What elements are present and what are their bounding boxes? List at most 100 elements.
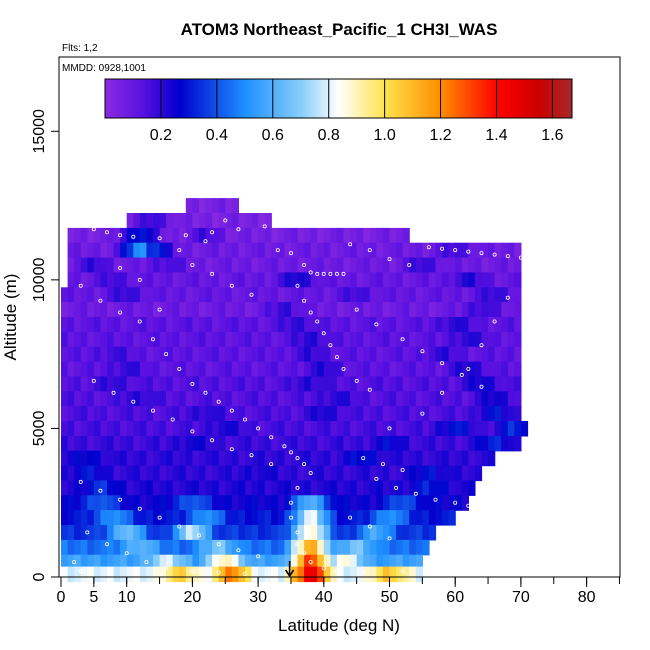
heatmap-cell <box>402 242 410 259</box>
heatmap-cell <box>225 539 233 556</box>
heatmap-cell <box>245 450 253 467</box>
heatmap-cell <box>297 435 305 452</box>
heatmap-cell <box>501 302 509 318</box>
heatmap-cell <box>277 450 285 467</box>
heatmap-cell <box>251 495 259 511</box>
heatmap-cell <box>74 510 82 526</box>
heatmap-cell <box>113 539 121 556</box>
heatmap-cell <box>120 242 128 259</box>
heatmap-cell <box>192 391 200 407</box>
sample-point <box>190 429 195 434</box>
heatmap-cell <box>435 495 443 511</box>
heatmap-cell <box>87 227 95 244</box>
heatmap-cell <box>100 566 108 583</box>
heatmap-cell <box>139 361 147 378</box>
heatmap-cell <box>120 361 128 378</box>
heatmap-cell <box>251 525 259 541</box>
heatmap-cell <box>336 287 345 303</box>
heatmap-cell <box>245 317 253 333</box>
heatmap-cell <box>153 361 161 378</box>
heatmap-cell <box>291 566 299 583</box>
sample-point <box>302 298 307 303</box>
sample-point <box>321 331 326 336</box>
heatmap-cell <box>442 317 450 333</box>
heatmap-cell <box>415 465 423 482</box>
heatmap-cell <box>192 198 200 214</box>
heatmap-cell <box>507 361 515 378</box>
heatmap-cell <box>133 331 141 348</box>
heatmap-cell <box>159 227 167 244</box>
heatmap-cell <box>455 317 463 333</box>
heatmap-cell <box>376 361 384 378</box>
heatmap-cell <box>133 376 141 392</box>
heatmap-cell <box>488 331 496 348</box>
heatmap-cell <box>212 465 220 482</box>
heatmap-cell <box>396 361 404 378</box>
heatmap-cell <box>185 406 193 422</box>
heatmap-cell <box>126 435 134 452</box>
heatmap-cell <box>468 450 476 467</box>
heatmap-cell <box>474 465 483 482</box>
sample-point <box>216 399 221 404</box>
heatmap-cell <box>376 450 384 467</box>
heatmap-cell <box>133 272 141 288</box>
heatmap-cell <box>166 435 174 452</box>
heatmap-cell <box>356 361 364 378</box>
heatmap-cell <box>428 465 437 482</box>
sample-point <box>354 378 359 383</box>
heatmap-cell <box>468 317 476 333</box>
heatmap-cell <box>376 566 384 583</box>
heatmap-cell <box>468 242 476 259</box>
heatmap-cell <box>238 272 246 288</box>
heatmap-cell <box>179 435 187 452</box>
heatmap-cell <box>159 539 167 556</box>
heatmap-cell <box>126 242 134 259</box>
heatmap-cell <box>172 391 180 407</box>
heatmap-cell <box>402 525 410 541</box>
heatmap-cell <box>442 346 450 363</box>
heatmap-cell <box>396 554 404 571</box>
heatmap-cell <box>494 421 502 437</box>
heatmap-cell <box>153 406 161 422</box>
heatmap-cell <box>330 227 338 244</box>
heatmap-cell <box>212 495 220 511</box>
heatmap-cell <box>369 421 377 437</box>
heatmap-cell <box>422 302 430 318</box>
sample-point <box>256 426 261 431</box>
heatmap-cell <box>225 242 233 259</box>
heatmap-cell <box>481 242 489 259</box>
heatmap-cell <box>126 554 134 571</box>
heatmap-cell <box>139 391 147 407</box>
heatmap-cell <box>435 287 443 303</box>
heatmap-cell <box>238 566 246 583</box>
colorbar-tick-label: 0.4 <box>206 127 228 144</box>
sample-point <box>400 337 405 342</box>
heatmap-cell <box>245 406 253 422</box>
heatmap-cell <box>179 525 187 541</box>
heatmap-cell <box>422 317 430 333</box>
heatmap-cell <box>310 465 318 482</box>
heatmap-cell <box>218 346 226 363</box>
sample-point <box>453 500 458 505</box>
heatmap-cell <box>218 272 226 288</box>
heatmap-cell <box>153 213 161 229</box>
heatmap-cell <box>350 302 358 318</box>
heatmap-cell <box>264 302 272 318</box>
heatmap-cell <box>323 480 331 496</box>
heatmap-cell <box>415 361 423 378</box>
heatmap-cell <box>507 272 515 288</box>
heatmap-cell <box>356 450 364 467</box>
heatmap-cell <box>245 465 253 482</box>
heatmap-cell <box>297 480 305 496</box>
heatmap-cell <box>356 257 364 274</box>
heatmap-cell <box>74 302 82 318</box>
heatmap-cell <box>100 465 108 482</box>
heatmap-cell <box>284 495 292 511</box>
heatmap-cell <box>61 525 69 541</box>
heatmap-cell <box>382 272 391 288</box>
heatmap-cell <box>133 495 141 511</box>
heatmap-cell <box>428 302 437 318</box>
heatmap-cell <box>442 331 450 348</box>
heatmap-cell <box>61 361 69 378</box>
heatmap-cell <box>461 391 469 407</box>
